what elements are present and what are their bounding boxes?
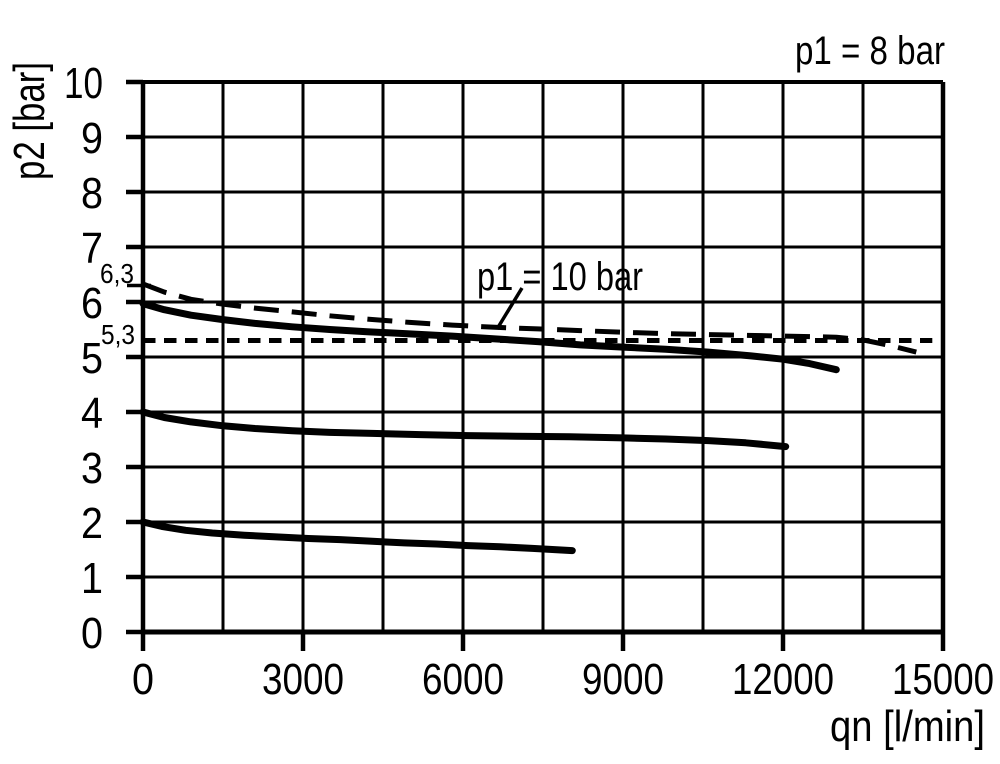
series-curve-4-bar: [139, 408, 790, 451]
y-axis-tick-label: 3: [81, 444, 103, 493]
series-layer: [139, 281, 933, 555]
series-p1-10-bar: [142, 281, 917, 355]
x-axis-tick-label: 15000: [892, 655, 994, 704]
x-axis-tick-label: 6000: [422, 655, 504, 704]
series-p1-8-bar: [139, 300, 840, 374]
y-axis-tick-label: 6: [81, 279, 103, 328]
y-axis-tick-label: 9: [81, 114, 103, 163]
x-axis-tick-label: 3000: [262, 655, 344, 704]
p1-10bar-annotation: p1 = 10 bar: [477, 255, 643, 299]
x-axis-tick-label: 0: [132, 655, 154, 704]
y-axis-tick-label: 8: [81, 169, 103, 218]
y-axis-title: p2 [bar]: [5, 62, 54, 180]
tick-layer: 0 3000 6000 9000 12000 15000 0 1 2 3 4 5 6 7 8 9 10: [64, 59, 994, 704]
y-mark-5-3-label: 5,3: [101, 319, 135, 350]
y-axis-tick-label: 5: [81, 334, 103, 383]
grid-layer: [140, 80, 946, 635]
x-axis-title: qn [l/min]: [830, 702, 985, 751]
series-curve-2-bar: [139, 518, 576, 555]
p1-10bar-leader-line: [495, 287, 524, 330]
x-axis-tick-label: 12000: [732, 655, 834, 704]
y-axis-tick-label: 10: [64, 59, 103, 108]
p1-8bar-annotation: p1 = 8 bar: [795, 29, 945, 73]
x-axis-tick-label: 9000: [582, 655, 664, 704]
y-mark-6-3-label: 6,3: [100, 258, 134, 289]
y-axis-tick-label: 2: [81, 499, 103, 548]
y-axis-tick-label: 0: [81, 609, 103, 658]
y-axis-tick-label: 7: [81, 224, 103, 273]
y-axis-tick-label: 1: [81, 554, 103, 603]
y-axis-tick-label: 4: [81, 389, 103, 438]
